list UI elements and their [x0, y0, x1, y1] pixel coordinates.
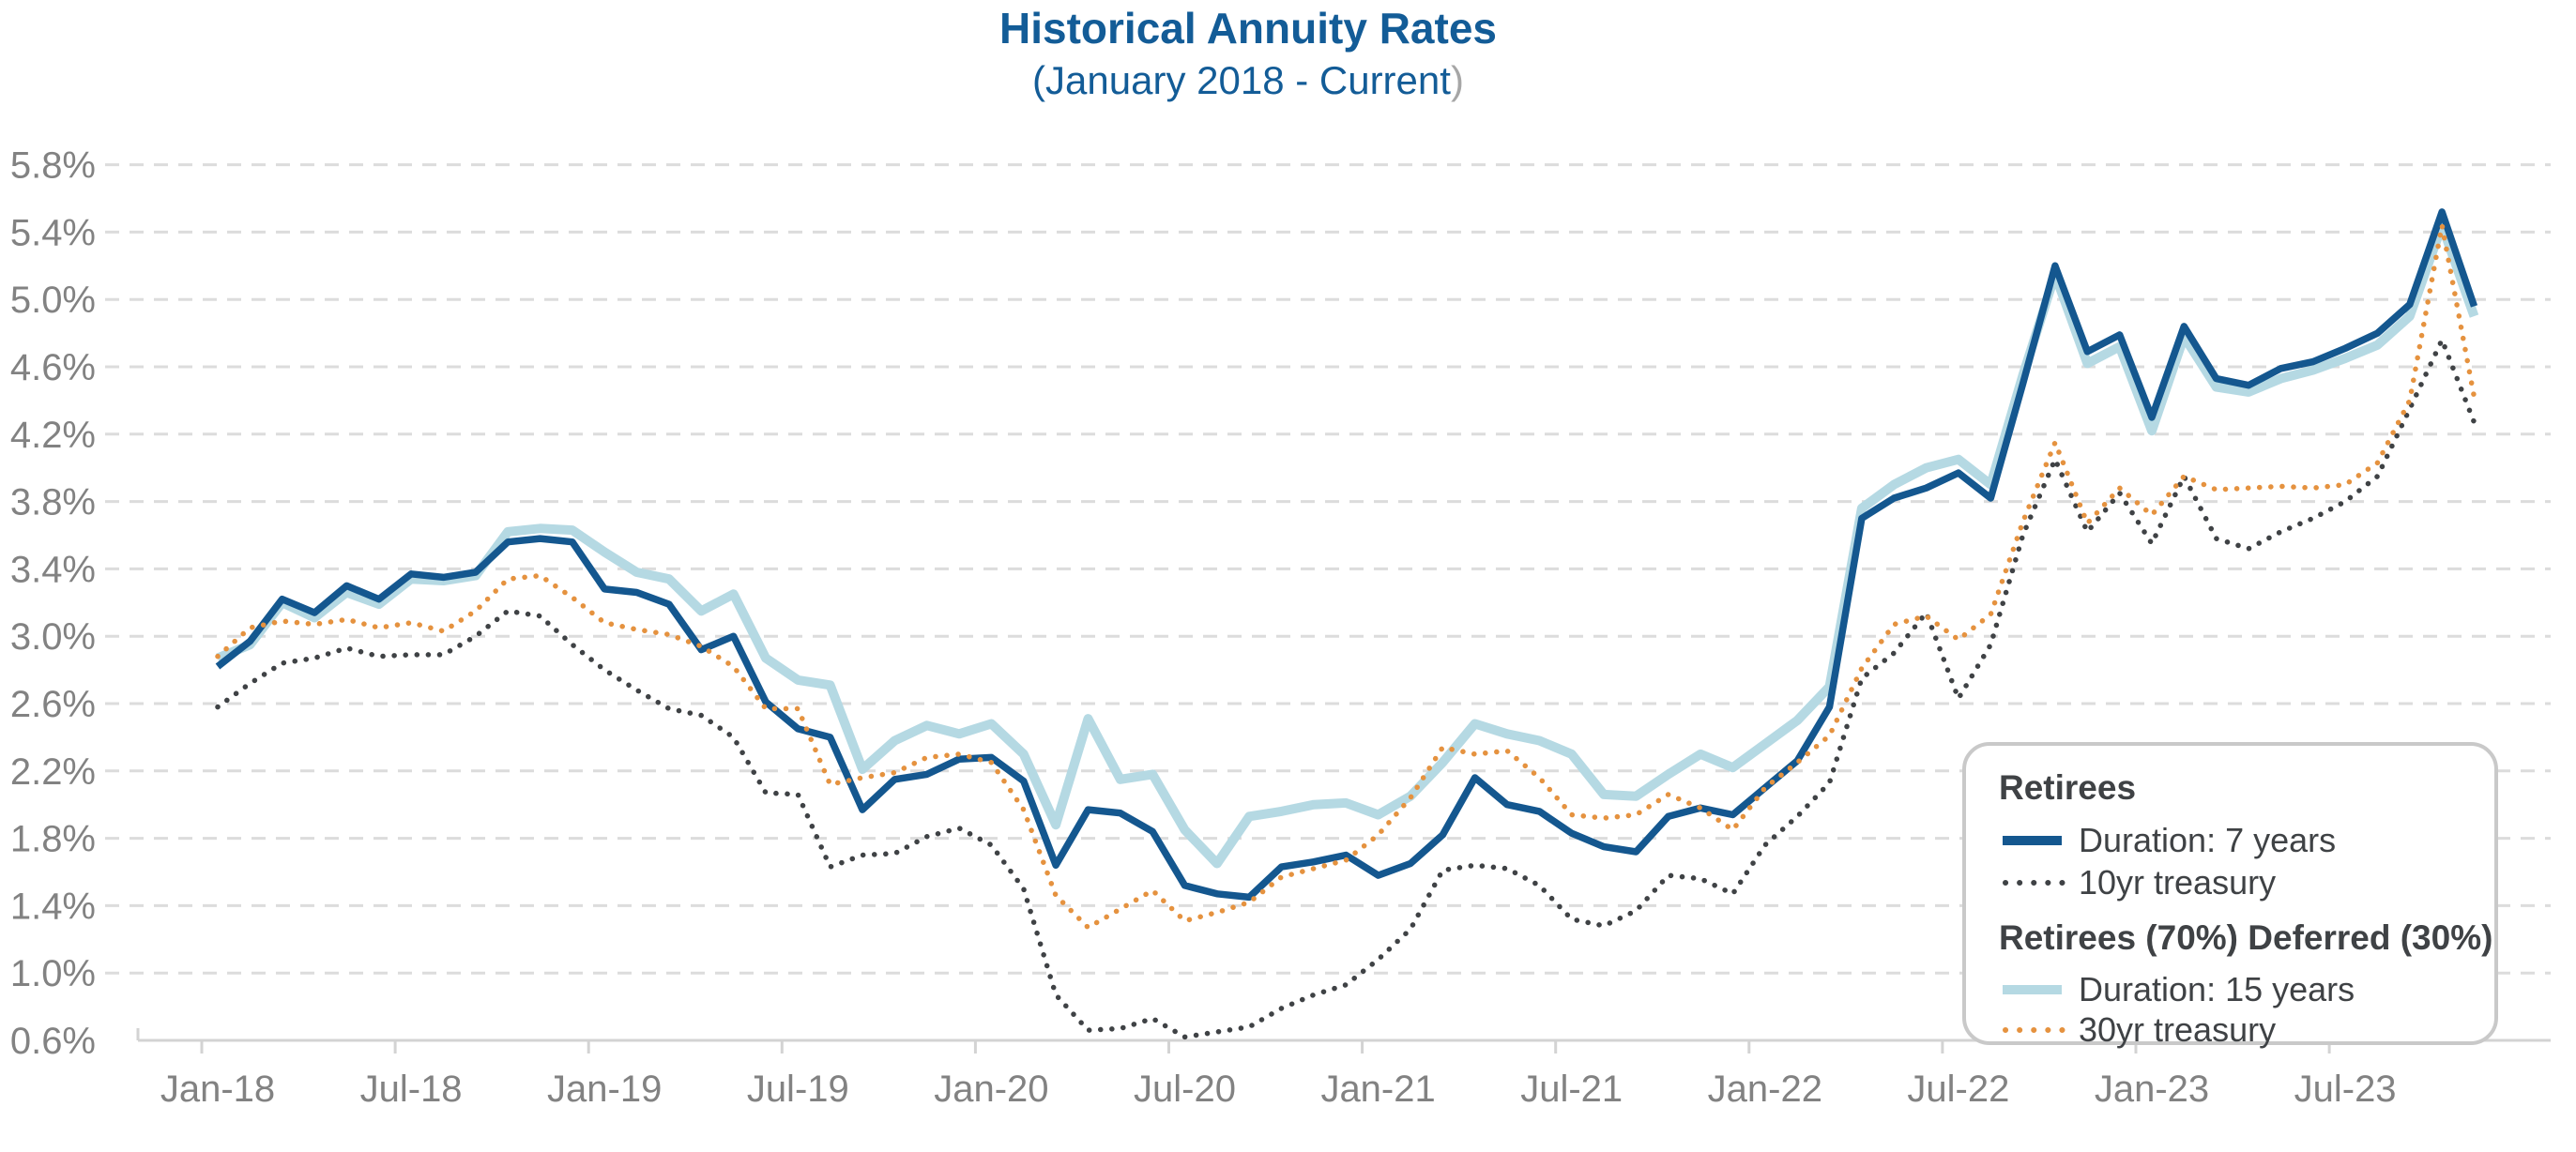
legend-label-duration-15-years: Duration: 15 years	[2079, 970, 2355, 1008]
y-axis-label: 2.6%	[10, 684, 96, 725]
legend-item-10yr-treasury: 10yr treasury	[2003, 863, 2276, 902]
chart-title: Historical Annuity Rates	[999, 4, 1497, 53]
y-axis-label: 1.0%	[10, 953, 96, 994]
x-axis-label: Jul-19	[747, 1069, 849, 1110]
chart-subtitle-close-paren: )	[1451, 58, 1464, 102]
y-axis-label: 5.8%	[10, 145, 96, 187]
y-axis-label: 3.0%	[10, 616, 96, 658]
chart-subtitle: (January 2018 - Current)	[1032, 58, 1464, 102]
legend-label-10yr-treasury: 10yr treasury	[2079, 863, 2276, 902]
series-line-10yr-treasury	[215, 337, 2477, 1040]
legend-box	[1962, 742, 2498, 1045]
x-axis-label: Jul-21	[1520, 1069, 1623, 1110]
legend-label-30yr-treasury: 30yr treasury	[2079, 1010, 2276, 1049]
y-axis-label: 1.8%	[10, 819, 96, 860]
chart-subtitle-text: (January 2018 - Current	[1032, 58, 1451, 102]
legend: Retirees Duration: 7 years 10yr treasury…	[1962, 742, 2498, 1049]
x-axis-label: Jan-20	[934, 1069, 1048, 1110]
y-axis-labels: 0.6% 1.0% 1.4% 1.8% 2.2% 2.6% 3.0% 3.4% 3.8% 4.2%…	[10, 145, 96, 1062]
x-axis-label: Jul-20	[1134, 1069, 1236, 1110]
x-axis-label: Jan-23	[2095, 1069, 2209, 1110]
y-axis-label: 5.4%	[10, 212, 96, 253]
legend-group-title-retirees: Retirees	[1999, 768, 2136, 807]
legend-item-duration-15-years: Duration: 15 years	[2003, 970, 2355, 1008]
y-axis-label: 3.4%	[10, 549, 96, 590]
y-axis-label: 5.0%	[10, 280, 96, 321]
x-axis-label: Jan-21	[1320, 1069, 1435, 1110]
y-axis-label: 4.2%	[10, 415, 96, 456]
series-line-30yr-treasury	[215, 222, 2477, 931]
x-axis: Jan-18 Jul-18 Jan-19 Jul-19 Jan-20 Jul-20 Jan-…	[160, 1040, 2397, 1110]
x-axis-label: Jan-18	[160, 1069, 275, 1110]
y-axis-label: 1.4%	[10, 886, 96, 927]
y-axis-label: 2.2%	[10, 751, 96, 793]
series-line-duration-15-years	[216, 220, 2479, 869]
y-axis-label: 4.6%	[10, 347, 96, 388]
x-axis-label: Jan-22	[1708, 1069, 1822, 1110]
x-axis-label: Jan-19	[547, 1069, 662, 1110]
plot-area	[215, 208, 2479, 1040]
x-axis-label: Jul-23	[2294, 1069, 2397, 1110]
legend-item-duration-7-years: Duration: 7 years	[2003, 821, 2336, 859]
series-line-duration-7-years	[215, 208, 2478, 902]
legend-item-30yr-treasury: 30yr treasury	[2003, 1010, 2276, 1049]
legend-label-duration-7-years: Duration: 7 years	[2079, 821, 2336, 859]
legend-group-title-retirees-deferred: Retirees (70%) Deferred (30%)	[1999, 918, 2492, 957]
y-axis-label: 3.8%	[10, 482, 96, 523]
y-axis-label: 0.6%	[10, 1021, 96, 1062]
x-axis-label: Jul-18	[360, 1069, 463, 1110]
x-axis-label: Jul-22	[1907, 1069, 2009, 1110]
